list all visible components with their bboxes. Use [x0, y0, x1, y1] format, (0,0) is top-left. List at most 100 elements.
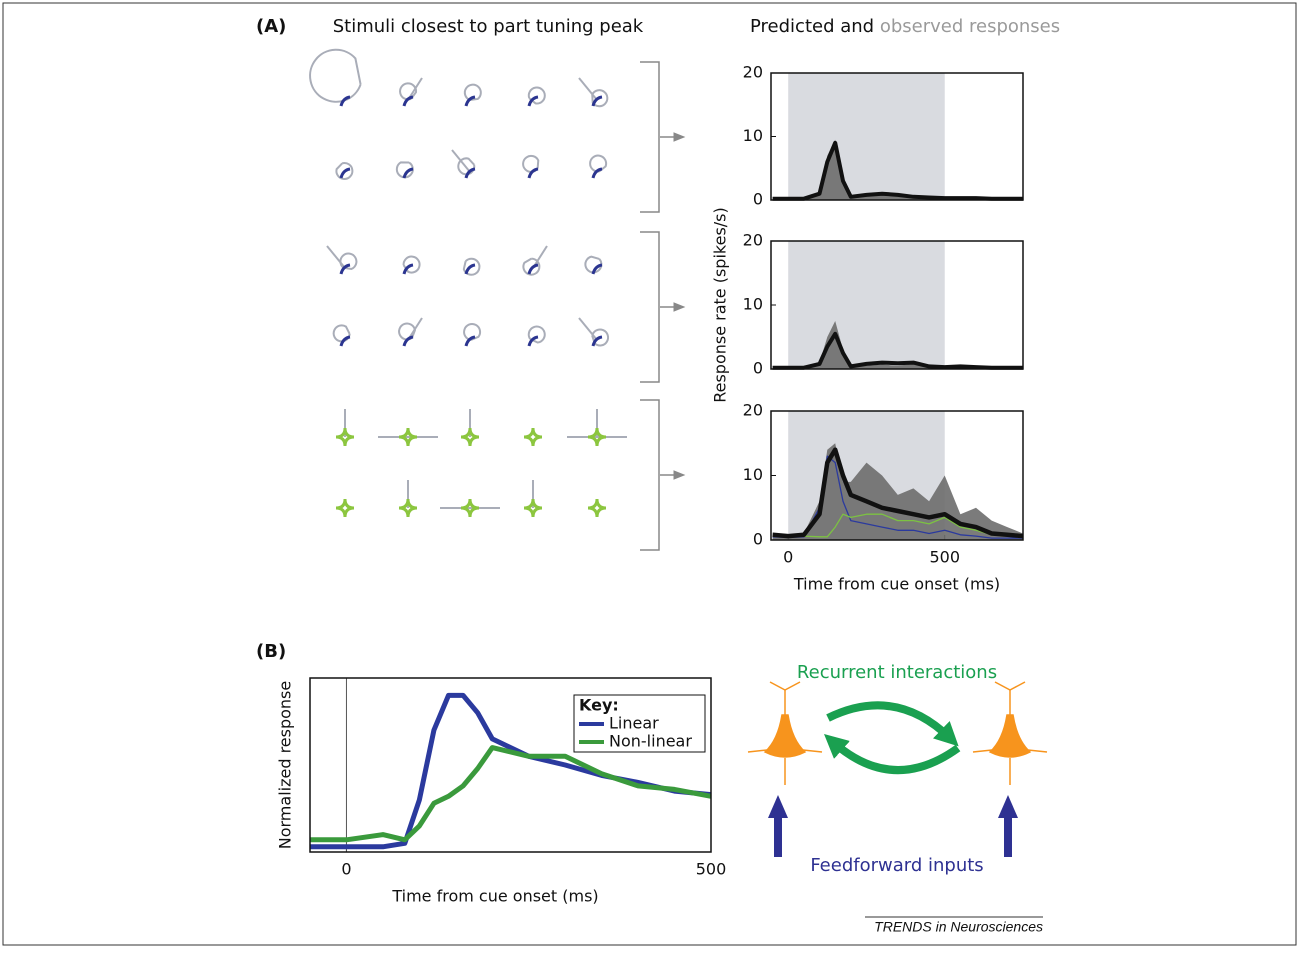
- stimulus-part: [527, 263, 539, 275]
- x-tick-label: 0: [783, 548, 793, 567]
- stimulus-stroke: [451, 149, 471, 173]
- stimulus-part: [464, 335, 476, 347]
- observed-area: [772, 443, 1023, 540]
- legend-label: Linear: [609, 714, 659, 733]
- bracket: [640, 231, 660, 383]
- stimulus-part: [591, 335, 603, 347]
- stimulus-part: [402, 95, 414, 107]
- y-axis-label: Response rate (spikes/s): [711, 207, 730, 403]
- heading: Stimuli closest to part tuning peak: [333, 16, 644, 37]
- response-line: [772, 447, 1024, 539]
- stimuli: [309, 48, 627, 518]
- stimulus-period: [788, 73, 945, 200]
- y-axis-label: Normalized response: [276, 681, 295, 850]
- stimulus-part: [527, 95, 539, 107]
- x-axis-label: Time from cue onset (ms): [391, 887, 598, 906]
- stimulus-part: [339, 95, 351, 107]
- stimulus-stroke: [578, 77, 598, 101]
- legend-label: Non-linear: [609, 732, 692, 751]
- stimulus-outline: [332, 324, 351, 343]
- recurrent-label: Recurrent interactions: [797, 662, 997, 683]
- heading: Predicted and observed responses: [750, 16, 1060, 37]
- stimulus-part: [591, 167, 603, 179]
- x-axis-label: Time from cue onset (ms): [793, 575, 1000, 594]
- y-tick-label: 20: [743, 231, 763, 250]
- recurrent-arrow: [826, 701, 959, 747]
- stimulus-part: [402, 263, 414, 275]
- stimulus-part: [460, 427, 480, 447]
- y-tick-label: 0: [753, 530, 763, 549]
- y-tick-label: 0: [753, 359, 763, 378]
- stimulus-period: [788, 241, 945, 369]
- plot-frame: [770, 72, 1024, 201]
- neuron-diagram: Recurrent interactions Feedforward input…: [747, 662, 1048, 876]
- stimulus-outline: [463, 83, 482, 101]
- neuron: [747, 681, 1048, 785]
- y-tick-label: 20: [743, 401, 763, 420]
- stimulus-outline: [522, 154, 540, 173]
- stimulus-part: [591, 263, 603, 275]
- stimulus-part: [527, 335, 539, 347]
- y-tick-label: 10: [743, 465, 763, 484]
- x-tick-label: 500: [696, 860, 727, 879]
- stimulus-part: [464, 167, 476, 179]
- stimulus-outline: [527, 325, 546, 344]
- plot-frame: [770, 240, 1024, 370]
- stimulus-part: [527, 167, 539, 179]
- stimulus-part: [460, 498, 480, 518]
- recurrent-arrow: [824, 734, 961, 775]
- plot-frame: [770, 410, 1024, 541]
- feedforward-arrow: [768, 795, 1018, 857]
- bracket: [640, 399, 660, 551]
- stimulus-part: [398, 427, 418, 447]
- x-tick-label: 0: [341, 860, 351, 879]
- stimulus-part: [587, 498, 607, 518]
- stimulus-part: [402, 167, 414, 179]
- stimulus-part: [335, 498, 355, 518]
- stimulus-outline: [527, 86, 546, 105]
- stimulus-part: [339, 263, 351, 275]
- stimulus-outline: [335, 161, 354, 180]
- y-tick-label: 0: [753, 190, 763, 209]
- stimulus-part: [398, 498, 418, 518]
- response-line: [772, 331, 1023, 370]
- stimulus-part: [339, 167, 351, 179]
- stimulus-outline: [339, 252, 358, 270]
- plot-frame: [309, 677, 712, 853]
- y-tick-label: 20: [743, 63, 763, 82]
- stimulus-part: [335, 427, 355, 447]
- stimulus-outline: [591, 89, 609, 108]
- bracket: [640, 61, 660, 213]
- stimulus-outline: [591, 328, 610, 347]
- panel-label: (B): [256, 641, 286, 662]
- footer: TRENDS in Neurosciences: [874, 919, 1043, 935]
- response-line: [772, 513, 1024, 539]
- stimulus-part: [591, 95, 603, 107]
- y-tick-label: 10: [743, 126, 763, 145]
- panel-label: (A): [256, 16, 286, 37]
- response-line: [310, 745, 712, 843]
- stimulus-part: [464, 263, 476, 275]
- observed-area: [772, 139, 1023, 200]
- stimulus-stroke: [578, 317, 598, 341]
- stimulus-outline: [402, 255, 421, 274]
- stimulus-stroke: [326, 245, 346, 269]
- y-tick-label: 10: [743, 295, 763, 314]
- feedforward-label: Feedforward inputs: [810, 855, 983, 876]
- stimulus-outline: [309, 48, 362, 103]
- stimulus-part: [523, 498, 543, 518]
- heading-part: Predicted and: [750, 16, 874, 37]
- stimulus-part: [339, 335, 351, 347]
- heading-part: observed responses: [880, 16, 1060, 37]
- response-line: [772, 140, 1023, 201]
- stimulus-part: [523, 427, 543, 447]
- stimulus-outline: [589, 154, 608, 173]
- stimulus-part: [402, 335, 414, 347]
- legend-title: Key:: [579, 696, 619, 715]
- stimulus-part: [464, 95, 476, 107]
- x-tick-label: 500: [929, 548, 960, 567]
- stimulus-part: [587, 427, 607, 447]
- stimulus-outline: [463, 323, 482, 341]
